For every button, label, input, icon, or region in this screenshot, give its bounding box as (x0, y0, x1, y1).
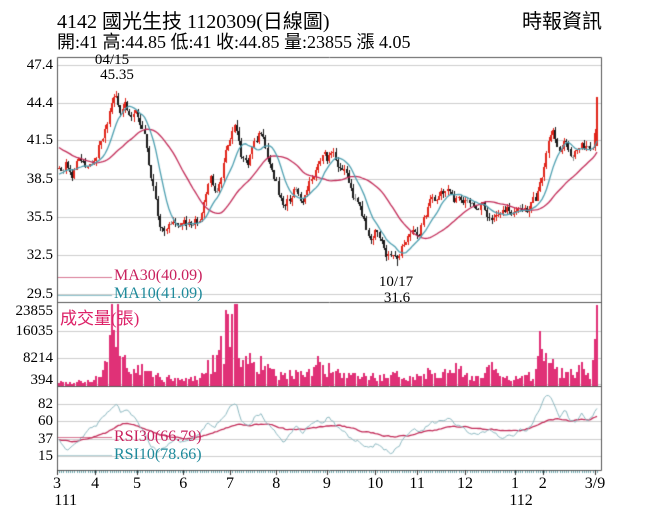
price-axis-label: 29.5 (26, 285, 53, 302)
volume-axis-label: 394 (30, 371, 54, 388)
price-axis-label: 38.5 (26, 170, 53, 187)
price-axis-label: 41.5 (26, 132, 53, 149)
peak-price-annotation: 45.35 (100, 67, 134, 83)
x-axis-label: 4 (91, 475, 100, 492)
price-axis-label: 47.4 (26, 56, 53, 73)
price-axis-label: 44.4 (26, 95, 53, 112)
volume-axis-label: 16035 (15, 323, 54, 340)
price-axis-label: 35.5 (26, 208, 53, 225)
quote-line: 開:41 高:44.85 低:41 收:44.85 量:23855 漲 4.05 (57, 32, 411, 52)
x-axis-label: 12 (457, 475, 473, 492)
x-axis-label: 9 (322, 475, 331, 492)
price-axis-label: 32.5 (26, 247, 53, 264)
rsi-axis-label: 37 (38, 431, 53, 448)
x-axis-label: 8 (272, 475, 281, 492)
rsi-axis-label: 60 (38, 413, 53, 430)
era-label: 112 (509, 492, 533, 509)
chart-header: 4142 國光生技 1120309(日線圖) 時報資訊 (57, 5, 602, 34)
rsi30-legend-label: RSI30(66.79) (114, 428, 202, 445)
x-axis-label: 3 (53, 475, 61, 492)
volume-axis-label: 23855 (15, 303, 54, 319)
era-label: 111 (54, 492, 78, 509)
volume-axis-label: 8214 (23, 349, 53, 366)
x-axis-label: 5 (132, 475, 141, 492)
rsi10-legend-label: RSI10(78.66) (114, 446, 202, 463)
x-axis-label: 10 (367, 475, 384, 492)
x-axis-label: 2 (538, 475, 547, 492)
trough-price-annotation: 31.6 (383, 290, 411, 306)
x-axis-label: 6 (179, 475, 188, 492)
chart-title: 4142 國光生技 1120309(日線圖) (57, 11, 330, 33)
data-source-label: 時報資訊 (522, 11, 602, 33)
rsi-axis-label: 82 (38, 396, 53, 413)
peak-date-annotation: 04/15 (94, 52, 130, 68)
volume-panel-title: 成交量(張) (60, 309, 140, 328)
ma30-legend-label: MA30(40.09) (114, 267, 203, 284)
rsi-axis-label: 15 (38, 448, 53, 465)
ma10-legend-label: MA10(41.09) (114, 285, 203, 302)
x-axis-label: 3/9 (584, 475, 606, 492)
x-axis-label: 11 (409, 475, 425, 492)
trough-date-annotation: 10/17 (378, 274, 414, 290)
x-axis-label: 1 (511, 475, 520, 492)
x-axis-label: 7 (225, 475, 234, 492)
